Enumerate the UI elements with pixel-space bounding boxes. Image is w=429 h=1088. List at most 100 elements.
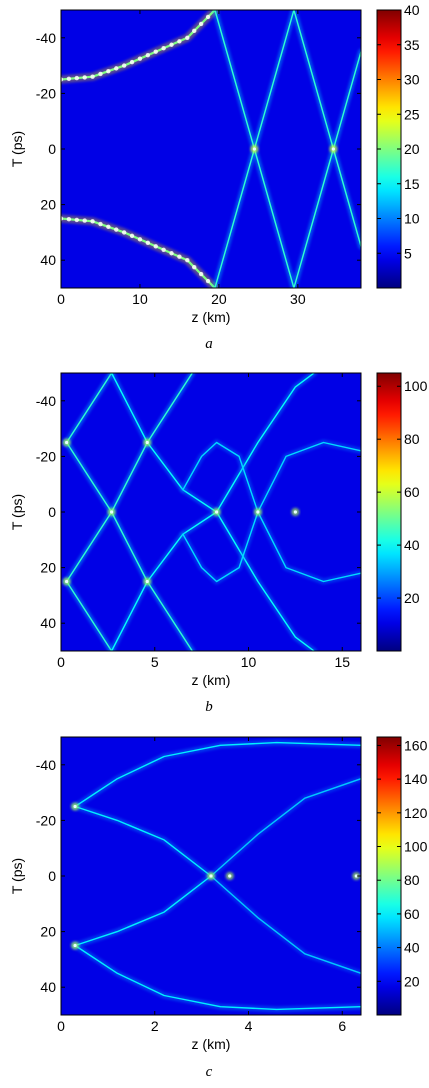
pulse-bead <box>137 56 143 61</box>
x-tick-label: 10 <box>241 654 257 670</box>
pulse-bead <box>129 233 135 239</box>
colorbar-frame <box>376 736 402 1016</box>
intensity-ridge <box>65 441 193 651</box>
heatmap-background <box>61 373 361 651</box>
pulse-bead <box>161 46 166 51</box>
intensity-ridge <box>214 10 361 288</box>
intensity-ridge <box>214 10 361 288</box>
pulse-bead <box>61 216 64 221</box>
x-tick-label: 30 <box>290 291 306 307</box>
pulse-bead <box>153 49 158 54</box>
heatmap-panel-c: 0 2 4 6 -40 -20 0 20 40 z (km) T (ps) 20 40 60 80 100 12… <box>9 736 428 1080</box>
panel-caption: a <box>205 336 213 352</box>
x-tick-label: 0 <box>57 1018 65 1034</box>
heatmap-background <box>61 10 361 288</box>
colorbar-tick-label: 80 <box>404 431 420 447</box>
x-tick-label: 0 <box>57 654 65 670</box>
x-tick-label: 5 <box>151 654 159 670</box>
pulse-bead <box>66 76 72 82</box>
pulse-bead <box>106 68 111 74</box>
intensity-ridge <box>74 875 212 947</box>
colorbar-tick-label: 40 <box>404 537 420 553</box>
colorbar-tick-label: 10 <box>404 211 420 227</box>
pulse-bead <box>169 251 174 256</box>
intensity-ridge <box>74 944 361 1011</box>
y-tick-label: 0 <box>48 868 56 884</box>
intensity-ridge <box>182 441 361 583</box>
intensity-ridge <box>74 805 212 877</box>
colorbar-tick-label: 80 <box>404 872 420 888</box>
pulse-bead <box>145 52 151 58</box>
intensity-spot-core <box>252 147 257 151</box>
intensity-spot-core <box>228 874 232 878</box>
colorbar-tick-label: 15 <box>404 176 420 192</box>
x-axis-label: z (km) <box>192 309 231 325</box>
x-tick-label: 10 <box>132 291 148 307</box>
intensity-ridge <box>74 741 361 808</box>
colorbar-tick-label: 120 <box>404 805 428 821</box>
pulse-bead <box>106 224 111 230</box>
intensity-spot-core <box>145 440 149 445</box>
colorbar <box>377 737 401 1015</box>
pulse-bead <box>137 237 143 242</box>
intensity-spot-core <box>209 874 213 878</box>
intensity-spot-core <box>65 440 69 445</box>
intensity-ridge <box>210 778 361 877</box>
x-tick-label: 0 <box>57 291 65 307</box>
colorbar-tick-label: 30 <box>404 72 420 88</box>
pulse-bead <box>198 21 204 27</box>
y-tick-label: 40 <box>40 252 56 268</box>
x-tick-label: 20 <box>211 291 227 307</box>
colorbar-tick-label: 25 <box>404 106 420 122</box>
pulse-bead <box>74 75 79 81</box>
intensity-spot-core <box>293 510 297 514</box>
heatmap-panel-b: 0 5 10 15 -40 -20 0 20 40 z (km) T (ps) 20 40 60 80 100… <box>9 372 428 715</box>
x-axis-label: z (km) <box>192 1036 231 1052</box>
colorbar-tick-label: 35 <box>404 37 420 53</box>
heatmap-field <box>61 10 361 288</box>
intensity-spot-core <box>215 510 219 514</box>
pulse-bead <box>82 75 87 80</box>
heatmap-field <box>62 373 361 651</box>
y-tick-label: -40 <box>36 30 56 46</box>
pulse-bead <box>205 14 211 20</box>
y-tick-label: -20 <box>36 812 56 828</box>
intensity-spot-core <box>110 510 114 514</box>
colorbar-tick-label: 160 <box>404 737 428 753</box>
y-tick-label: -40 <box>36 393 56 409</box>
pulse-bead <box>145 240 151 246</box>
pulse-bead <box>114 227 119 232</box>
colorbar <box>377 373 401 651</box>
y-axis-label: T (ps) <box>9 494 25 530</box>
y-axis-label: T (ps) <box>9 858 25 894</box>
intensity-ridge <box>65 580 113 651</box>
pulse-bead <box>161 247 166 252</box>
pulse-bead <box>82 218 87 223</box>
y-tick-label: -40 <box>36 757 56 773</box>
panel-caption: c <box>206 1064 213 1080</box>
heatmap-field <box>71 739 361 1013</box>
pulse-bead <box>129 59 135 65</box>
pulse-bead <box>153 244 158 249</box>
heatmap-panel-a: 0 10 20 30 -40 -20 0 20 40 z (km) T (ps) 5 10 15 20 25 3… <box>9 2 420 352</box>
colorbar-tick-label: 20 <box>404 141 420 157</box>
x-tick-label: 4 <box>245 1018 253 1034</box>
pulse-bead <box>121 63 127 68</box>
intensity-spot-core <box>354 874 358 878</box>
pulse-bead <box>114 66 119 71</box>
pulse-bead <box>74 217 79 223</box>
pulse-bead <box>192 28 197 34</box>
colorbar-tick-label: 20 <box>404 590 420 606</box>
pulse-bead <box>90 74 95 79</box>
pulse-bead <box>98 71 103 77</box>
x-tick-label: 15 <box>334 654 350 670</box>
y-tick-label: 40 <box>40 615 56 631</box>
pulse-bead <box>177 39 182 44</box>
pulse-bead <box>90 219 95 224</box>
y-tick-label: 0 <box>48 141 56 157</box>
intensity-spot-core <box>331 147 335 151</box>
pulse-bead <box>177 254 182 259</box>
colorbar-tick-label: 40 <box>404 2 420 18</box>
intensity-ridge <box>182 441 361 583</box>
intensity-spot-core <box>65 579 69 584</box>
